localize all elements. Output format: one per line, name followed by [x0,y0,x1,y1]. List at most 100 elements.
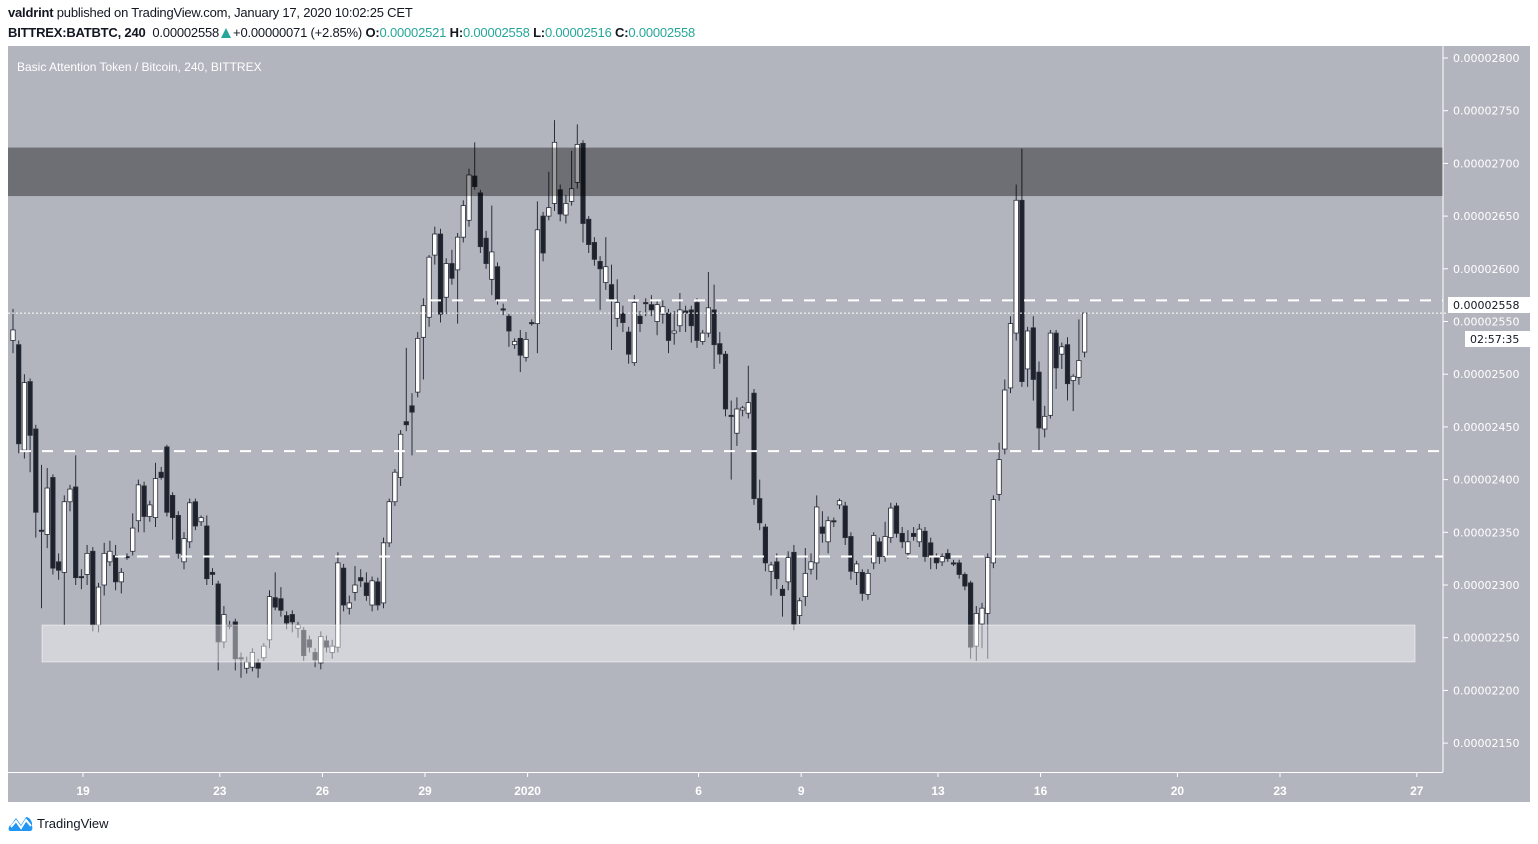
candle-body [734,408,740,434]
candle-up [84,544,90,585]
candle-body [221,614,227,643]
candle-up [814,495,820,580]
candle-up [705,271,712,338]
candle-down [626,326,632,364]
high-value: 0.00002558 [462,25,530,40]
candle-down [762,523,769,572]
candle-up [181,532,187,570]
price-tick-label: 0.00002250 [1453,632,1519,645]
candle-body [814,506,820,564]
candle-up [152,462,159,528]
candle-body [306,639,313,648]
candle-body [346,602,352,609]
candle-down [78,569,84,590]
candle-body [893,505,900,534]
time-tick-label: 20 [1171,784,1185,798]
time-tick-label: 9 [798,784,805,798]
candle-down [472,142,478,190]
candle-down [27,378,33,473]
time-tick-label: 16 [1034,784,1048,798]
candle-down [50,474,56,575]
candle-down [517,329,523,373]
candle-body [848,536,854,572]
candle-body [1076,360,1082,378]
candle-up [329,639,335,659]
price-tick-label: 0.00002600 [1453,263,1519,276]
resistance-zone[interactable] [8,147,1443,197]
candle-body [147,504,153,517]
candle-body [785,557,791,583]
candle-body [648,304,655,311]
candle-body [232,621,238,660]
candle-up [546,171,552,221]
candle-body [962,574,968,587]
candle-up [369,576,375,612]
candle-up [990,495,997,569]
candle-down [694,298,700,348]
candle-body [945,552,951,560]
candle-body [175,515,181,554]
candle-body [460,205,466,238]
candle-body [50,477,56,569]
candle-body [979,607,985,625]
candle-up [335,552,341,653]
candle-up [107,540,113,567]
candle-body [529,322,535,325]
candle-body [449,263,455,279]
last-price-label: 0.00002558 [1453,299,1519,312]
candle-down [494,262,501,305]
price-axis[interactable]: 0.00002800 0.00002750 0.00002700 0.00002650… [1443,52,1519,750]
candle-body [1007,323,1014,389]
support-zone[interactable] [41,624,1416,663]
candle-down [922,527,928,562]
candle-body [141,485,147,517]
candle-up [905,530,911,559]
candle-body [33,428,39,513]
candle-down [204,515,210,585]
candle-body [1002,389,1008,450]
candle-down [899,527,905,549]
candle-body [118,571,124,583]
candle-body [255,662,261,669]
candle-body [44,487,50,535]
candle-body [432,233,438,256]
candle-up [1002,379,1008,455]
candle-body [1059,346,1065,355]
candle-up [1025,326,1031,387]
candle-body [283,615,290,624]
candle-up [489,205,495,296]
candle-body [198,517,204,523]
candle-up [1076,319,1082,385]
candle-up [386,498,392,548]
price-tick-label: 0.00002650 [1453,210,1519,223]
candle-down [33,424,39,538]
candle-down [164,444,170,517]
candle-body [968,582,974,648]
time-axis[interactable]: 19 23 26 29 2020 6 9 13 16 20 23 27 [76,773,1424,798]
candle-body [164,446,170,513]
candle-body [152,478,159,518]
candle-body [916,528,922,543]
candle-body [717,343,723,355]
candle-body [472,175,478,187]
candle-down [506,313,512,347]
candle-down [779,585,786,617]
candle-down [403,347,409,432]
publish-text: published on TradingView.com, January 17… [53,5,413,20]
candles [10,120,1088,678]
candle-body [1030,327,1036,380]
candle-down [893,502,900,538]
candle-body [728,414,734,417]
candle-down [289,610,295,633]
candle-body [876,541,883,557]
candle-up [797,597,803,624]
candle-up [939,553,945,567]
candle-down [950,559,957,567]
candle-body [318,636,324,664]
candle-down [711,284,717,369]
author-name[interactable]: valdrint [8,5,54,20]
candle-down [1064,337,1071,401]
candle-body [101,552,107,586]
tradingview-logo[interactable]: TradingView [8,814,109,832]
